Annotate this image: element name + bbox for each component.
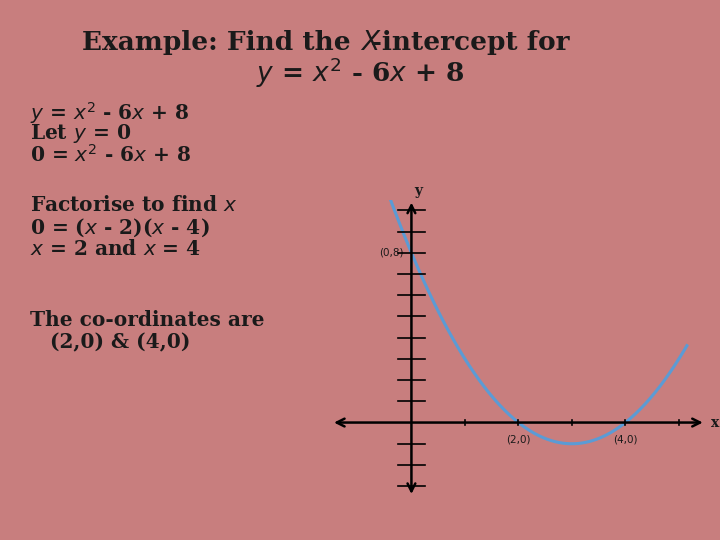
Text: Example: Find the: Example: Find the	[82, 30, 360, 55]
Text: The co-ordinates are: The co-ordinates are	[30, 310, 264, 330]
Text: (0,8): (0,8)	[379, 248, 403, 258]
Text: (2,0): (2,0)	[506, 434, 531, 444]
Text: -intercept for: -intercept for	[371, 30, 570, 55]
Text: x: x	[711, 416, 719, 429]
Text: y: y	[414, 184, 422, 198]
Text: Let $\mathit{y}$ = 0: Let $\mathit{y}$ = 0	[30, 122, 131, 145]
Text: $\mathit{y}$ = $\mathit{x}^{2}$ - 6$\mathit{x}$ + 8: $\mathit{y}$ = $\mathit{x}^{2}$ - 6$\mat…	[30, 100, 189, 126]
Text: (4,0): (4,0)	[613, 434, 638, 444]
Text: 0 = ($\mathit{x}$ - 2)($\mathit{x}$ - 4): 0 = ($\mathit{x}$ - 2)($\mathit{x}$ - 4)	[30, 217, 210, 239]
Text: (2,0) & (4,0): (2,0) & (4,0)	[50, 332, 190, 352]
Text: 0 = $\mathit{x}^{2}$ - 6$\mathit{x}$ + 8: 0 = $\mathit{x}^{2}$ - 6$\mathit{x}$ + 8	[30, 144, 192, 166]
Text: $\mathit{y}$ = $\mathit{x}^{2}$ - 6$\mathit{x}$ + 8: $\mathit{y}$ = $\mathit{x}^{2}$ - 6$\mat…	[256, 56, 464, 91]
Text: $\mathit{X}$: $\mathit{X}$	[360, 30, 382, 55]
Text: Factorise to find $\mathit{x}$: Factorise to find $\mathit{x}$	[30, 195, 238, 215]
Text: $\mathit{x}$ = 2 and $\mathit{x}$ = 4: $\mathit{x}$ = 2 and $\mathit{x}$ = 4	[30, 239, 201, 259]
